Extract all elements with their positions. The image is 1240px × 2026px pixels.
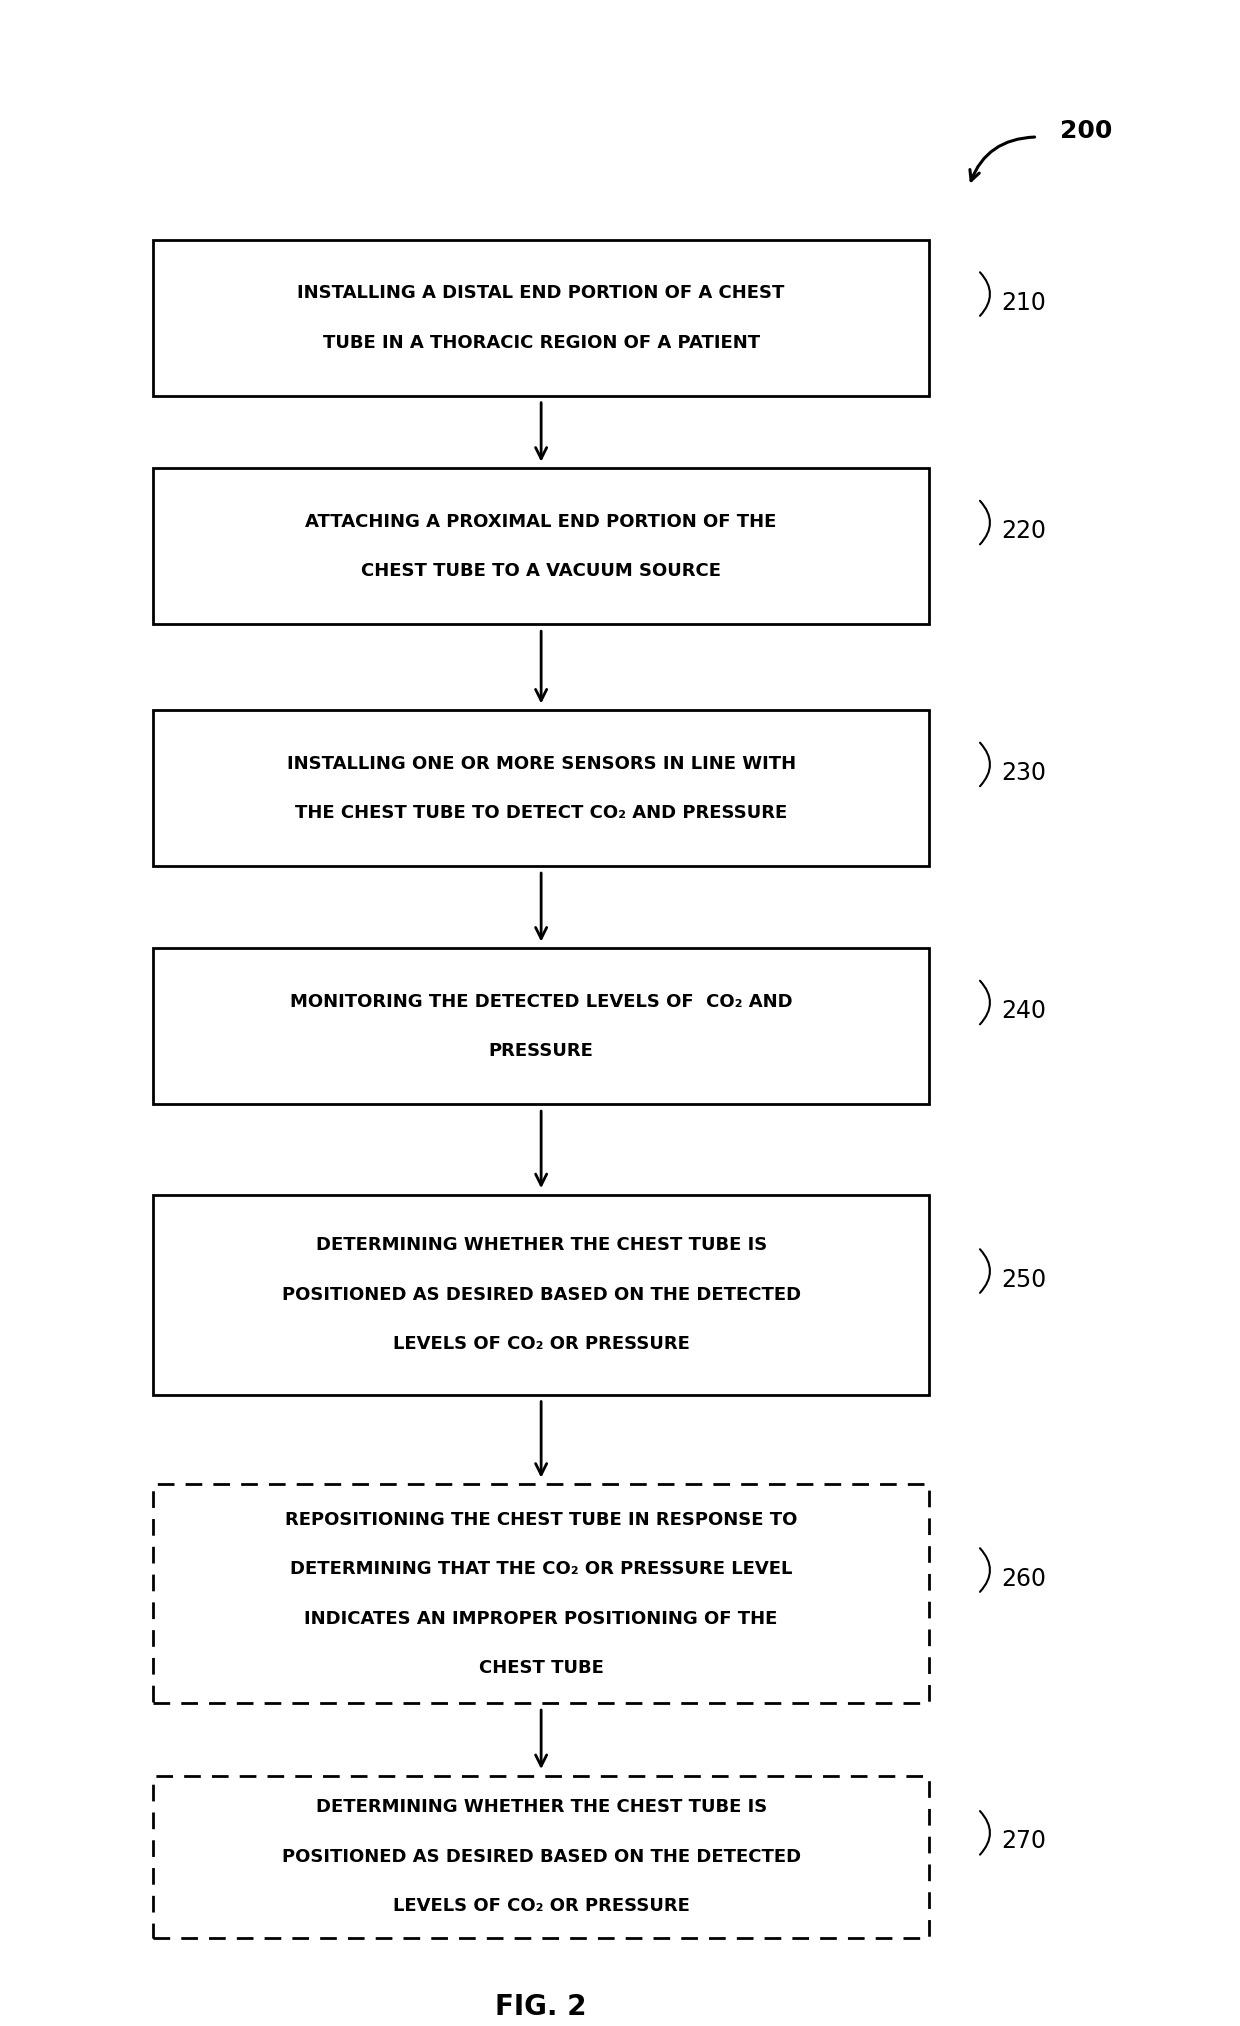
Text: INSTALLING A DISTAL END PORTION OF A CHEST: INSTALLING A DISTAL END PORTION OF A CHE…: [298, 284, 785, 302]
Text: DETERMINING WHETHER THE CHEST TUBE IS: DETERMINING WHETHER THE CHEST TUBE IS: [315, 1236, 766, 1254]
Text: 260: 260: [1001, 1566, 1045, 1590]
Text: FIG. 2: FIG. 2: [496, 1994, 587, 2022]
Text: MONITORING THE DETECTED LEVELS OF  CO₂ AND: MONITORING THE DETECTED LEVELS OF CO₂ AN…: [290, 993, 792, 1011]
Text: LEVELS OF CO₂ OR PRESSURE: LEVELS OF CO₂ OR PRESSURE: [393, 1335, 689, 1353]
Text: PRESSURE: PRESSURE: [489, 1041, 594, 1060]
FancyBboxPatch shape: [154, 711, 929, 867]
FancyBboxPatch shape: [154, 1775, 929, 1937]
Text: LEVELS OF CO₂ OR PRESSURE: LEVELS OF CO₂ OR PRESSURE: [393, 1896, 689, 1915]
FancyBboxPatch shape: [154, 468, 929, 624]
FancyBboxPatch shape: [154, 948, 929, 1104]
FancyBboxPatch shape: [154, 239, 929, 395]
Text: 220: 220: [1001, 519, 1045, 543]
Text: 240: 240: [1001, 999, 1045, 1023]
Text: DETERMINING WHETHER THE CHEST TUBE IS: DETERMINING WHETHER THE CHEST TUBE IS: [315, 1799, 766, 1815]
Text: CHEST TUBE TO A VACUUM SOURCE: CHEST TUBE TO A VACUUM SOURCE: [361, 561, 722, 579]
Text: DETERMINING THAT THE CO₂ OR PRESSURE LEVEL: DETERMINING THAT THE CO₂ OR PRESSURE LEV…: [290, 1560, 792, 1578]
Text: TUBE IN A THORACIC REGION OF A PATIENT: TUBE IN A THORACIC REGION OF A PATIENT: [322, 334, 760, 353]
Text: 200: 200: [1060, 120, 1112, 144]
Text: POSITIONED AS DESIRED BASED ON THE DETECTED: POSITIONED AS DESIRED BASED ON THE DETEC…: [281, 1848, 801, 1866]
FancyBboxPatch shape: [154, 1485, 929, 1704]
Text: ATTACHING A PROXIMAL END PORTION OF THE: ATTACHING A PROXIMAL END PORTION OF THE: [305, 513, 776, 531]
Text: 250: 250: [1001, 1268, 1047, 1293]
Text: THE CHEST TUBE TO DETECT CO₂ AND PRESSURE: THE CHEST TUBE TO DETECT CO₂ AND PRESSUR…: [295, 804, 787, 823]
Text: 210: 210: [1001, 290, 1045, 314]
Text: POSITIONED AS DESIRED BASED ON THE DETECTED: POSITIONED AS DESIRED BASED ON THE DETEC…: [281, 1287, 801, 1305]
FancyBboxPatch shape: [154, 1195, 929, 1394]
Text: 270: 270: [1001, 1829, 1045, 1854]
Text: 230: 230: [1001, 762, 1045, 784]
Text: INDICATES AN IMPROPER POSITIONING OF THE: INDICATES AN IMPROPER POSITIONING OF THE: [305, 1609, 777, 1627]
Text: REPOSITIONING THE CHEST TUBE IN RESPONSE TO: REPOSITIONING THE CHEST TUBE IN RESPONSE…: [285, 1511, 797, 1528]
Text: INSTALLING ONE OR MORE SENSORS IN LINE WITH: INSTALLING ONE OR MORE SENSORS IN LINE W…: [286, 754, 796, 772]
Text: CHEST TUBE: CHEST TUBE: [479, 1659, 604, 1678]
